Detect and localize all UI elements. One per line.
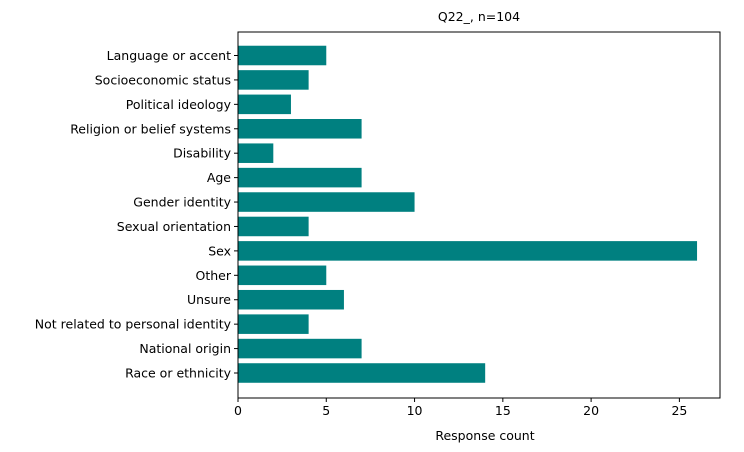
y-tick-label: Sexual orientation <box>117 219 231 234</box>
bar <box>238 314 309 334</box>
bars-group <box>238 45 698 383</box>
bar <box>238 363 486 383</box>
bar <box>238 338 362 359</box>
y-tick-label: Socioeconomic status <box>95 72 231 87</box>
y-tick-label: Religion or belief systems <box>70 121 231 136</box>
x-tick-label: 5 <box>322 403 330 418</box>
x-axis-ticks: 0 5 10 15 20 25 <box>234 398 687 418</box>
bar <box>238 289 344 310</box>
bar <box>238 94 291 115</box>
y-tick-label: Gender identity <box>133 195 231 210</box>
bar <box>238 70 309 90</box>
chart-title: Q22_, n=104 <box>438 9 520 24</box>
y-tick-label: Not related to personal identity <box>35 317 232 332</box>
bar <box>238 167 362 188</box>
bar <box>238 265 327 286</box>
y-tick-label: Unsure <box>187 292 231 307</box>
y-tick-label: Other <box>196 268 232 283</box>
x-tick-label: 20 <box>583 403 599 418</box>
y-tick-label: Political ideology <box>126 97 232 112</box>
x-tick-label: 25 <box>671 403 687 418</box>
bar <box>238 216 309 237</box>
y-tick-label: National origin <box>139 341 231 356</box>
bar <box>238 45 327 66</box>
y-tick-label: Language or accent <box>107 48 231 63</box>
y-tick-label: Age <box>207 170 231 185</box>
y-axis-ticks: Language or accent Socioeconomic status Po… <box>35 48 238 381</box>
y-tick-label: Race or ethnicity <box>125 366 232 381</box>
bar <box>238 192 415 212</box>
x-tick-label: 0 <box>234 403 242 418</box>
bar <box>238 241 698 261</box>
y-tick-label: Sex <box>208 243 231 258</box>
plot-frame <box>237 31 721 399</box>
x-tick-label: 15 <box>495 403 511 418</box>
x-axis-label: Response count <box>435 428 534 443</box>
bar <box>238 119 362 139</box>
bar <box>238 143 274 163</box>
y-tick-label: Disability <box>173 146 232 161</box>
x-tick-label: 10 <box>407 403 423 418</box>
